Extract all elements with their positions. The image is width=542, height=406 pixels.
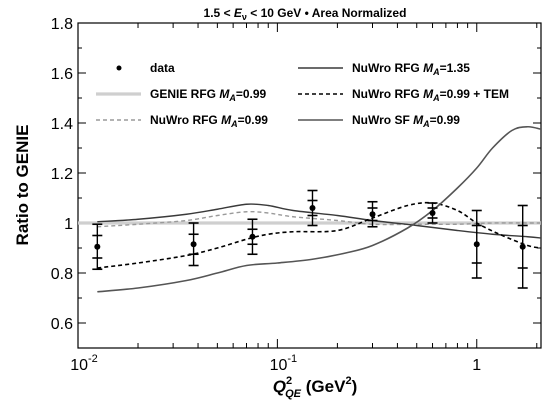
series-curves <box>78 125 541 293</box>
data-point <box>190 241 197 248</box>
y-tick-label: 0.6 <box>51 316 73 333</box>
series-line-nuwro99 <box>97 210 541 228</box>
data-point <box>519 243 526 250</box>
x-tick-label: 1 <box>472 357 481 374</box>
legend-label-tem: NuWro RFG MA=0.99 + TEM <box>352 87 509 103</box>
series-line-sf <box>97 125 541 293</box>
legend-marker-data <box>116 65 122 71</box>
data-point <box>309 205 316 211</box>
data-point <box>249 233 256 240</box>
x-tick-label: 10-2 <box>70 353 98 374</box>
y-axis-ticks: 0.6 0.8 1 1.2 1.4 1.6 1.8 <box>51 16 541 349</box>
y-tick-label: 0.8 <box>51 266 73 283</box>
legend-label-data: data <box>150 61 175 75</box>
y-tick-label: 1 <box>64 216 73 233</box>
y-tick-label: 1.2 <box>51 166 73 183</box>
x-axis-label: Q2 QE (GeV2) <box>273 375 357 400</box>
y-tick-label: 1.6 <box>51 66 73 83</box>
series-line-nuwro135 <box>97 203 541 239</box>
data-point <box>94 243 101 250</box>
legend-label-genie: GENIE RFG MA=0.99 <box>150 87 267 103</box>
legend-label-nuwro99: NuWro RFG MA=0.99 <box>150 113 268 129</box>
legend-label-sf: NuWro SF MA=0.99 <box>352 113 460 129</box>
series-line-tem <box>97 201 541 269</box>
data-point <box>429 210 436 216</box>
data-point <box>473 241 480 248</box>
chart-title: 1.5 < Eν < 10 GeV • Area Normalized <box>204 6 407 22</box>
plot-frame <box>77 22 542 349</box>
x-axis-ticks: 10-2 10-1 1 <box>70 23 538 374</box>
y-axis-label: Ratio to GENIE <box>13 125 32 246</box>
x-tick-label: 10-1 <box>270 353 298 374</box>
y-tick-label: 1.4 <box>51 116 73 133</box>
data-point <box>369 211 376 218</box>
legend: data GENIE RFG MA=0.99 NuWro RFG MA=0.99 Nu… <box>96 61 509 129</box>
data-points <box>92 189 528 289</box>
legend-label-nuwro135: NuWro RFG MA=1.35 <box>352 61 470 77</box>
y-tick-label: 1.8 <box>51 16 73 33</box>
